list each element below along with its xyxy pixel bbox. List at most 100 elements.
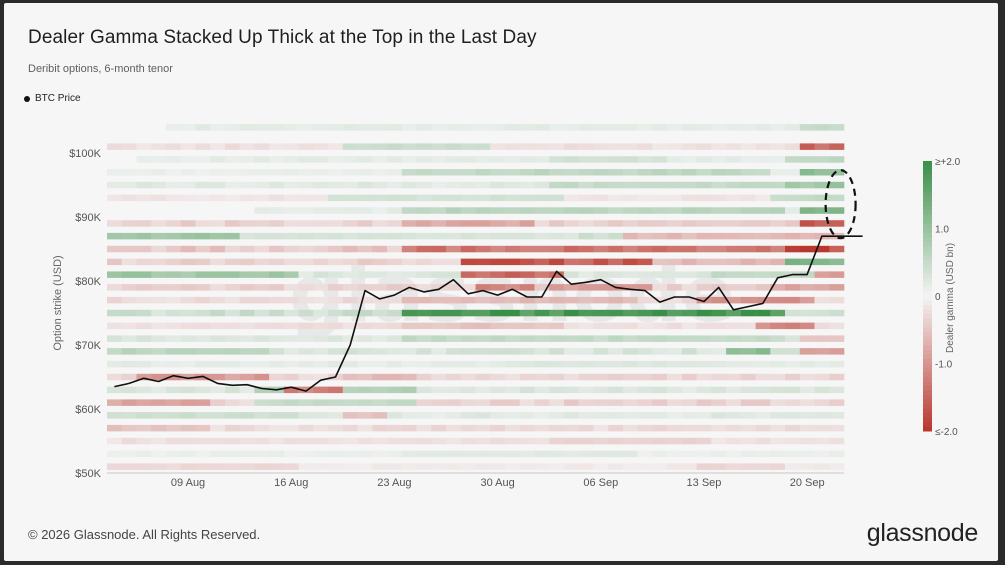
heatmap-cell [298, 450, 314, 458]
heatmap-cell [151, 463, 167, 470]
heatmap-cell [711, 143, 727, 150]
heatmap-cell [195, 335, 211, 342]
heatmap-cell [785, 169, 800, 176]
colorbar-step [923, 399, 932, 405]
heatmap-cell [829, 399, 845, 406]
heatmap-cells [107, 124, 845, 470]
heatmap-cell [298, 296, 314, 304]
heatmap-cell [121, 348, 137, 355]
heatmap-cell [505, 271, 520, 278]
heatmap-cell [637, 194, 653, 202]
heatmap-cell [357, 194, 373, 202]
heatmap-cell [210, 450, 226, 458]
heatmap-cell [490, 258, 506, 266]
heatmap-cell [711, 399, 727, 406]
heatmap-cell [637, 399, 653, 406]
heatmap-cell [166, 322, 181, 330]
heatmap-cell [195, 271, 211, 278]
heatmap-cell [534, 450, 550, 458]
heatmap-cell [357, 386, 373, 394]
heatmap-cell [696, 450, 712, 458]
heatmap-cell [224, 335, 240, 342]
heatmap-cell [475, 156, 491, 163]
heatmap-cell [166, 373, 181, 381]
heatmap-cell [755, 296, 771, 304]
colorbar-step [923, 192, 932, 198]
heatmap-cell [829, 124, 845, 131]
heatmap-cell [622, 220, 638, 227]
heatmap-cell [342, 335, 358, 342]
heatmap-cell [107, 181, 122, 189]
heatmap-cell [563, 258, 579, 266]
heatmap-cell [652, 181, 668, 189]
heatmap-cell [239, 143, 255, 150]
heatmap-cell [357, 232, 373, 240]
heatmap-cell [549, 156, 565, 163]
heatmap-cell [357, 424, 373, 432]
heatmap-cell [549, 322, 565, 330]
heatmap-cell [269, 194, 285, 202]
heatmap-cell [195, 284, 211, 291]
y-tick-label: $90K [75, 212, 101, 224]
heatmap-cell [254, 424, 270, 432]
heatmap-cell [785, 156, 800, 163]
heatmap-cell [224, 258, 240, 266]
heatmap-cell [254, 386, 270, 394]
heatmap-cell [785, 124, 800, 131]
heatmap-cell [210, 220, 226, 227]
heatmap-cell [726, 271, 742, 278]
chart-legend[interactable]: BTC Price [24, 93, 81, 104]
heatmap-cell [357, 271, 373, 278]
heatmap-cell [726, 296, 742, 304]
heatmap-cell [136, 232, 152, 240]
heatmap-cell [534, 143, 550, 150]
heatmap-cell [622, 258, 638, 266]
heatmap-cell [681, 245, 697, 253]
heatmap-cell [505, 335, 520, 342]
heatmap-cell [460, 232, 476, 240]
heatmap-cell [195, 194, 211, 202]
heatmap-cell [711, 373, 727, 381]
heatmap-cell [667, 220, 683, 227]
colorbar-step [923, 237, 932, 243]
heatmap-cell [608, 245, 624, 253]
heatmap-cell [431, 258, 447, 266]
heatmap-cell [107, 309, 122, 317]
heatmap-cell [711, 220, 727, 227]
glassnode-logo[interactable]: glassnode [866, 519, 979, 547]
heatmap-cell [166, 169, 181, 176]
heatmap-cell [342, 220, 358, 227]
heatmap-cell [166, 284, 181, 291]
heatmap-cell [578, 296, 594, 304]
heatmap-cell [696, 271, 712, 278]
legend-marker [24, 95, 30, 102]
heatmap-cell [254, 181, 270, 189]
colorbar-step [923, 386, 932, 391]
heatmap-cell [239, 169, 255, 176]
heatmap-cell [622, 412, 638, 419]
heatmap-cell [107, 296, 122, 304]
heatmap-cell [696, 335, 712, 342]
heatmap-cell [696, 360, 712, 368]
heatmap-cell [534, 124, 550, 131]
heatmap-cell [740, 284, 756, 291]
heatmap-cell [254, 169, 270, 176]
heatmap-cell [534, 220, 550, 227]
heatmap-cell [431, 386, 447, 394]
heatmap-cell [357, 463, 373, 470]
heatmap-cell [755, 309, 771, 317]
heatmap-cell [283, 322, 299, 330]
heatmap-cell [608, 181, 624, 189]
heatmap-cell [166, 348, 181, 355]
heatmap-cell [298, 437, 314, 445]
heatmap-cell [136, 143, 152, 150]
heatmap-cell [166, 463, 181, 470]
heatmap-cell [298, 207, 314, 214]
heatmap-cell [785, 437, 800, 445]
heatmap-cell [283, 335, 299, 342]
heatmap-cell [505, 181, 520, 189]
heatmap-cell [519, 169, 535, 176]
heatmap-cell [622, 169, 638, 176]
heatmap-cell [475, 284, 491, 291]
heatmap-cell [210, 399, 226, 406]
